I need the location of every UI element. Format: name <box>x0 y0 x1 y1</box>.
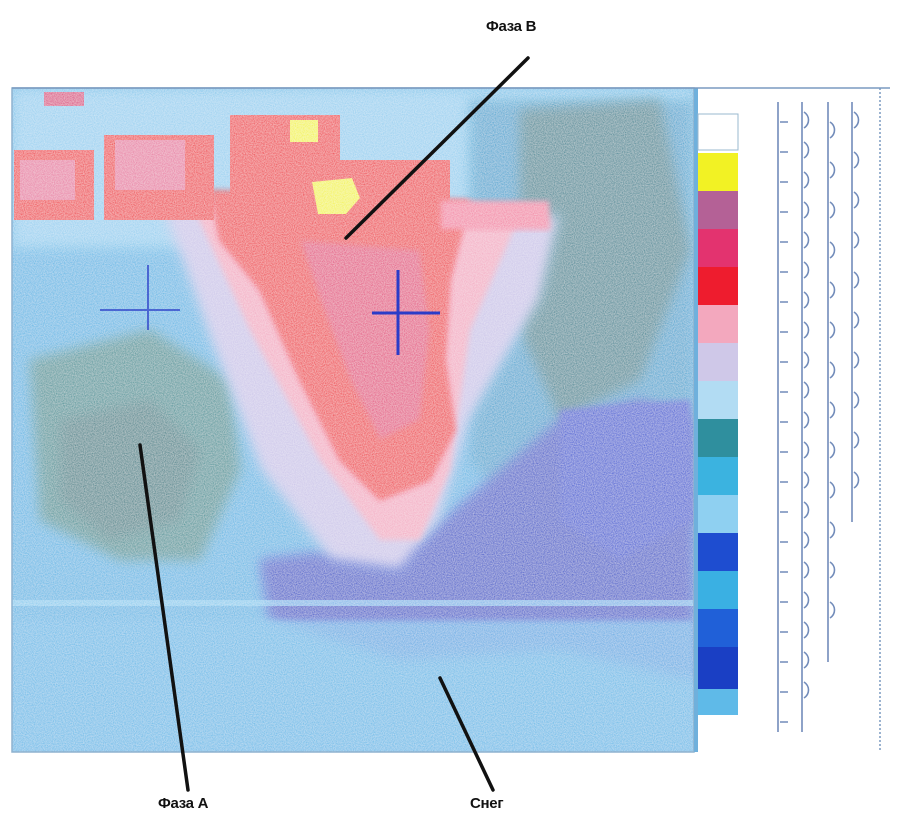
temperature-scale-readout <box>730 92 880 747</box>
thermal-image <box>12 88 694 752</box>
label-phase-b: Фаза В <box>486 18 537 35</box>
crosshair-icon <box>372 270 440 355</box>
label-snow: Снег <box>470 795 504 812</box>
pointer-lines <box>138 56 530 792</box>
label-phase-a: Фаза А <box>158 795 209 812</box>
color-palette-strip <box>694 88 739 752</box>
